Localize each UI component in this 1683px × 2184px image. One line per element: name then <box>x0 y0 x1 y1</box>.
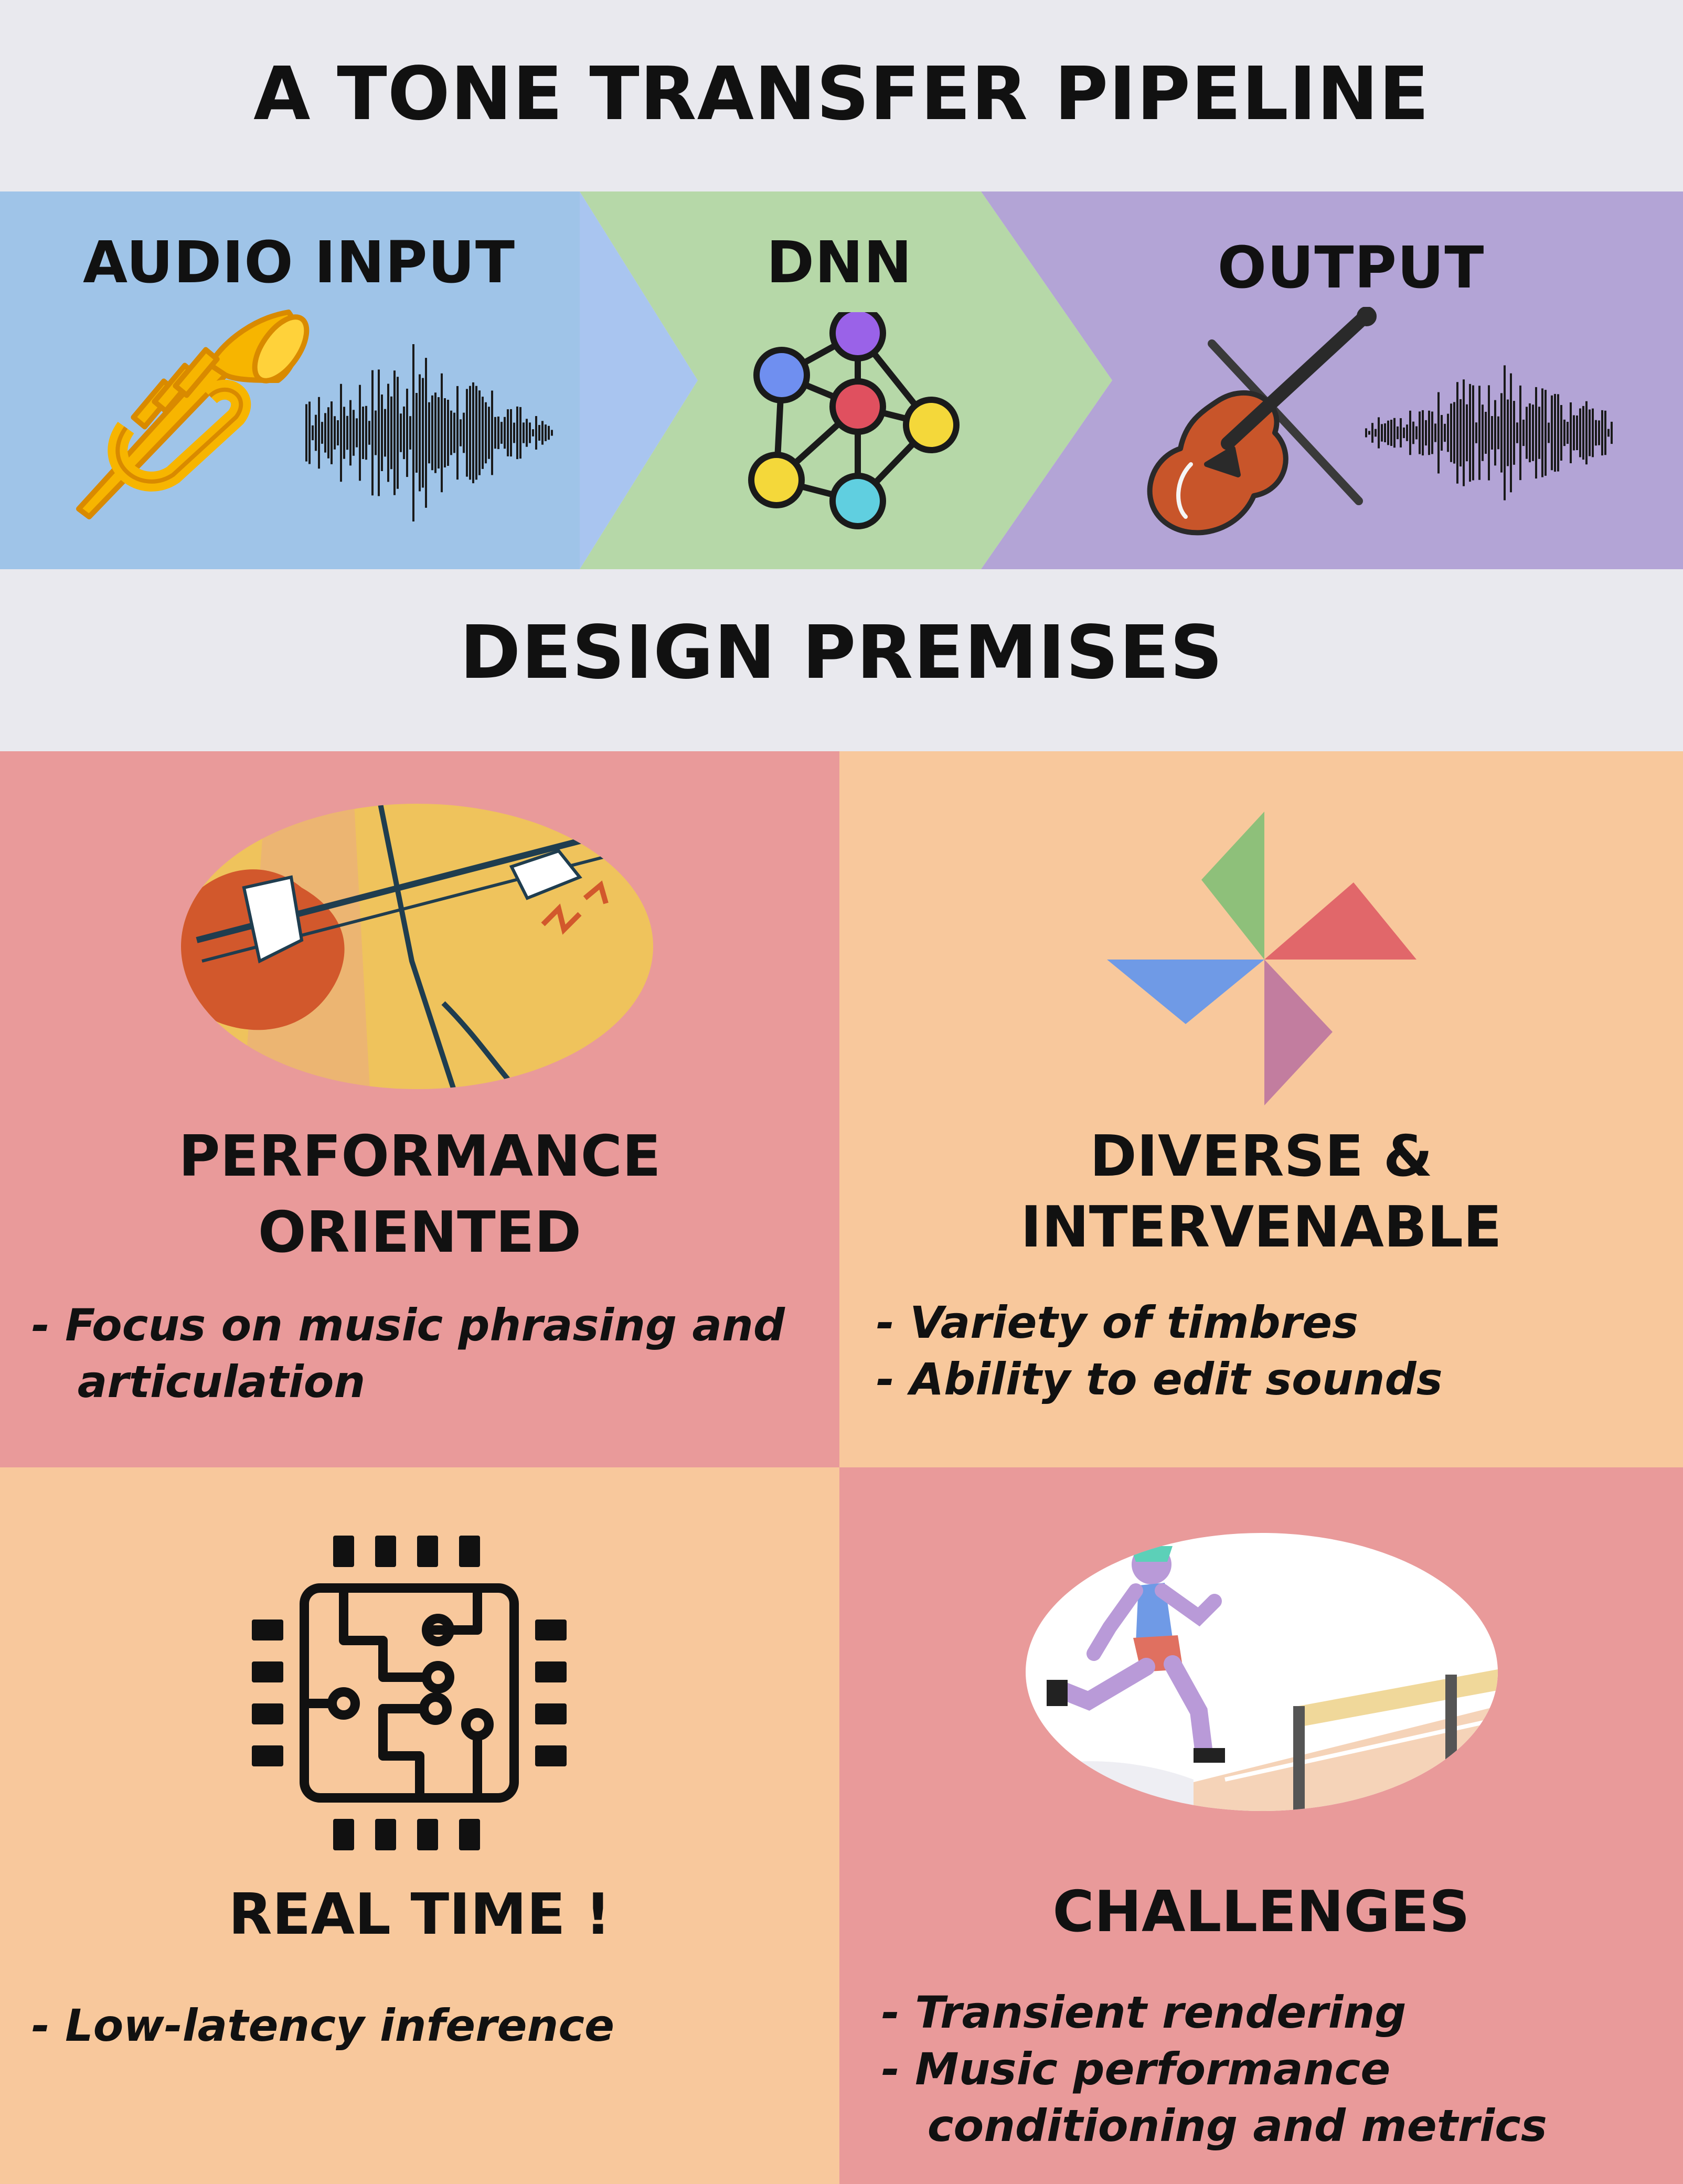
hurdle-runner-icon <box>1026 1533 1498 1811</box>
dnn-panel <box>580 191 1112 569</box>
guitar-player-icon <box>181 804 653 1089</box>
bullet: - Low-latency inference <box>31 2000 615 2051</box>
chip-icon <box>252 1536 567 1850</box>
bullet: conditioning and metrics <box>881 2100 1547 2151</box>
bullet: - Ability to edit sounds <box>876 1354 1443 1405</box>
premise-cell-real-time: REAL TIME ! - Low-latency inference <box>0 1467 839 2184</box>
trumpet-icon <box>76 310 310 519</box>
bullet: - Variety of timbres <box>876 1297 1359 1348</box>
premise-cell-diverse: DIVERSE & INTERVENABLE - Variety of timb… <box>839 751 1683 1467</box>
pipeline-backgrounds <box>0 191 1683 569</box>
main-title: A TONE TRANSFER PIPELINE <box>253 51 1430 137</box>
premise-title-line-2: INTERVENABLE <box>1020 1195 1502 1260</box>
premise-title-line-1: DIVERSE & <box>1090 1124 1433 1189</box>
bullet: articulation <box>31 1356 366 1408</box>
premise-bullets: - Transient rendering - Music performanc… <box>881 1984 1547 2154</box>
premise-title-line-2: ORIENTED <box>258 1200 582 1265</box>
premise-cell-performance: PERFORMANCE ORIENTED - Focus on music ph… <box>0 751 839 1467</box>
neural-network-icon <box>748 312 960 529</box>
bullet: - Music performance <box>881 2043 1391 2095</box>
premise-cell-challenges: CHALLENGES - Transient rendering - Music… <box>839 1467 1683 2184</box>
premise-title-line-1: REAL TIME ! <box>228 1882 611 1947</box>
waveform-icon <box>305 344 553 522</box>
premise-title-line-1: PERFORMANCE <box>178 1124 661 1189</box>
output-waveform-icon <box>1365 365 1613 500</box>
bullet: - Focus on music phrasing and <box>31 1299 785 1351</box>
bullet: - Transient rendering <box>881 1987 1407 2038</box>
pinwheel-icon <box>1107 812 1416 1105</box>
premise-bullets: - Low-latency inference <box>31 1997 614 2054</box>
stage-label-dnn: DNN <box>766 229 913 296</box>
stage-label-output: OUTPUT <box>1217 234 1485 301</box>
design-premises-title: DESIGN PREMISES <box>460 610 1223 696</box>
premise-title-line-1: CHALLENGES <box>1052 1879 1470 1945</box>
premise-bullets: - Focus on music phrasing and articulati… <box>31 1297 785 1410</box>
audio-arrow <box>580 191 698 569</box>
stage-label-audio-input: AUDIO INPUT <box>82 229 516 296</box>
pipeline-band: AUDIO INPUT DNN OUTPUT <box>0 191 1683 569</box>
violin-icon <box>1147 307 1377 536</box>
premise-bullets: - Variety of timbres - Ability to edit s… <box>876 1294 1443 1408</box>
